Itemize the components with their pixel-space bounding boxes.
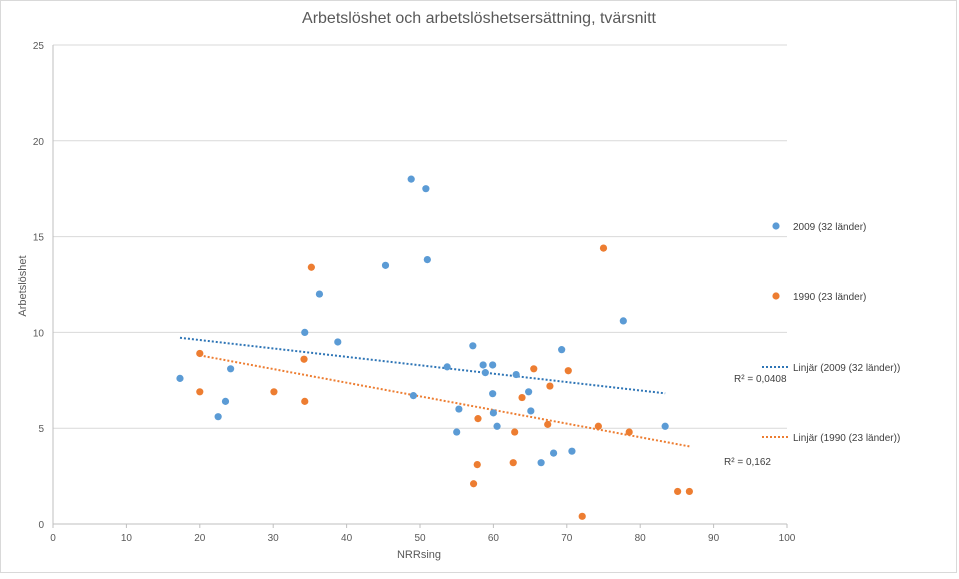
data-points [176, 175, 693, 520]
data-point-s0-18 [489, 361, 497, 369]
x-tick-label-0: 0 [50, 533, 56, 544]
legend-label-1: 1990 (23 länder) [793, 292, 866, 303]
data-point-s0-29 [619, 317, 627, 325]
y-tick-label-25: 25 [33, 41, 45, 52]
x-tick-label-100: 100 [779, 533, 796, 544]
data-point-s1-1 [196, 388, 204, 396]
data-point-s0-5 [315, 290, 324, 298]
gridlines [53, 44, 787, 429]
data-point-s0-8 [407, 175, 415, 183]
data-point-s1-12 [530, 365, 538, 373]
data-point-s0-6 [334, 338, 342, 346]
data-point-s0-0 [176, 374, 184, 382]
data-point-s0-27 [558, 346, 566, 354]
data-point-s0-15 [469, 342, 477, 350]
y-tick-label-5: 5 [38, 424, 44, 435]
data-point-s1-7 [473, 461, 481, 469]
data-point-s0-24 [527, 407, 535, 415]
data-point-s1-20 [674, 487, 682, 496]
x-tick-label-50: 50 [414, 533, 426, 544]
x-tick-label-70: 70 [561, 533, 573, 544]
data-point-s0-28 [568, 447, 576, 455]
data-point-s0-19 [489, 390, 497, 398]
data-point-s0-22 [512, 370, 520, 379]
x-tick-label-80: 80 [635, 533, 647, 544]
legend-trend-label-1: Linjär (1990 (23 länder)) [793, 433, 900, 444]
x-tick-label-60: 60 [488, 533, 500, 544]
legend-label-0: 2009 (32 länder) [793, 222, 866, 233]
data-point-s1-13 [544, 420, 552, 428]
legend-marker-1 [772, 292, 780, 300]
trendline-1 [199, 354, 690, 448]
data-point-s0-10 [422, 185, 430, 193]
data-point-s0-23 [525, 388, 533, 396]
x-tick-label-20: 20 [194, 533, 206, 544]
data-point-s0-3 [227, 365, 235, 373]
data-point-s1-19 [625, 428, 633, 436]
x-tick-label-10: 10 [121, 533, 133, 544]
data-point-s0-1 [214, 413, 222, 421]
y-tick-label-0: 0 [38, 520, 44, 531]
data-point-s0-26 [549, 449, 558, 457]
data-point-s0-12 [443, 363, 451, 371]
data-point-s1-9 [509, 459, 517, 467]
trendline-0 [179, 336, 666, 395]
data-point-s1-5 [307, 263, 315, 271]
r2-label-1: R² = 0,162 [724, 457, 771, 468]
data-point-s1-0 [196, 349, 204, 358]
r2-label-0: R² = 0,0408 [734, 374, 787, 385]
data-point-s0-4 [301, 328, 309, 336]
data-point-s1-8 [474, 415, 482, 423]
data-point-s0-17 [481, 369, 489, 377]
data-point-s1-14 [546, 382, 554, 390]
axes: 0 5 10 15 20 25 0 10 20 30 40 50 60 70 80 90 100 [33, 41, 796, 544]
data-point-s0-25 [537, 459, 545, 467]
data-point-s1-17 [594, 422, 602, 430]
data-point-s0-11 [423, 255, 431, 264]
data-point-s1-18 [599, 244, 608, 252]
data-point-s0-21 [493, 422, 501, 430]
data-point-s0-2 [221, 397, 230, 405]
data-point-s1-21 [685, 487, 693, 496]
legend: 2009 (32 länder) 1990 (23 länder) Linjär (… [762, 222, 900, 444]
data-point-s1-3 [300, 355, 308, 363]
y-tick-label-20: 20 [33, 137, 45, 148]
legend-trend-label-0: Linjär (2009 (32 länder)) [793, 363, 900, 374]
data-point-s0-14 [455, 405, 463, 413]
data-point-s0-16 [479, 361, 487, 369]
trendlines: R² = 0,0408 R² = 0,162 [179, 336, 787, 468]
data-point-s0-9 [409, 392, 417, 400]
data-point-s0-7 [381, 261, 390, 269]
data-point-s0-20 [489, 409, 497, 417]
data-point-s1-2 [270, 388, 278, 396]
data-point-s1-4 [301, 397, 309, 405]
y-tick-label-10: 10 [33, 328, 45, 339]
data-point-s1-10 [511, 428, 519, 436]
x-tick-label-30: 30 [268, 533, 280, 544]
data-point-s1-16 [578, 512, 586, 520]
x-axis-title: NRRsing [397, 549, 441, 561]
data-point-s1-11 [518, 393, 526, 402]
data-point-s1-15 [564, 367, 572, 375]
legend-marker-0 [772, 222, 780, 230]
data-point-s0-30 [661, 422, 669, 430]
y-axis-title: Arbetslöshet [17, 255, 29, 316]
chart-title: Arbetslöshet och arbetslöshetsersättning… [302, 10, 657, 27]
y-tick-label-15: 15 [33, 233, 45, 244]
x-tick-label-90: 90 [708, 533, 720, 544]
data-point-s1-6 [469, 480, 478, 488]
data-point-s0-13 [453, 428, 461, 436]
x-tick-label-40: 40 [341, 533, 353, 544]
